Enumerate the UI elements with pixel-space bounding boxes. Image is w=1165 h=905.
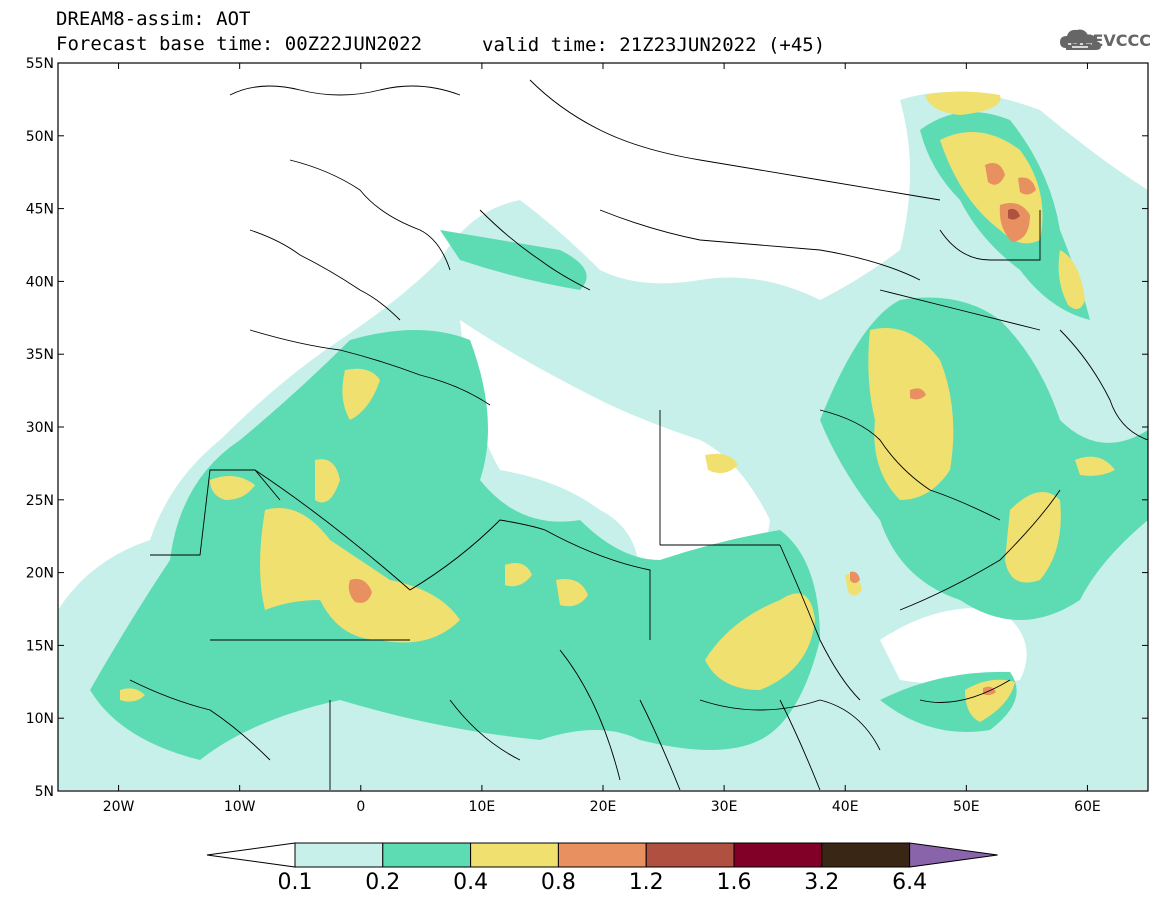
lat-label: 40N	[26, 274, 54, 290]
lon-label: 40E	[832, 799, 859, 815]
colorbar-swatch	[470, 842, 559, 868]
colorbar-swatch	[557, 842, 647, 868]
axis-ticks: 20W 10W 0 10E 20E 30E 40E 50E 60E 55N 50N 45N 40N 35N…	[26, 56, 1148, 815]
colorbar-swatch	[382, 842, 472, 868]
map-title: DREAM8-assim: AOT	[56, 8, 251, 30]
colorbar: 0.1 0.2 0.4 0.8 1.2 1.6 3.2 6.4	[206, 842, 998, 895]
lon-label: 0	[356, 799, 365, 815]
lat-label: 30N	[26, 420, 54, 436]
cloud-icon	[1060, 29, 1101, 50]
colorbar-label: 6.4	[892, 870, 927, 895]
lon-label: 20W	[103, 799, 135, 815]
logo-text: SEEVCCC	[1070, 31, 1151, 50]
country-borders	[129, 79, 1148, 791]
colorbar-swatch	[294, 842, 384, 868]
lon-label: 50E	[953, 799, 980, 815]
colorbar-label: 1.2	[629, 870, 664, 895]
colorbar-swatch	[645, 842, 735, 868]
colorbar-label: 0.1	[278, 870, 313, 895]
lon-label: 60E	[1074, 799, 1101, 815]
valid-time: valid time: 21Z23JUN2022 (+45)	[482, 34, 826, 56]
forecast-base-time: Forecast base time: 00Z22JUN2022	[56, 33, 423, 55]
colorbar-swatch	[821, 842, 911, 868]
lat-label: 20N	[26, 566, 54, 582]
lon-label: 10E	[469, 799, 496, 815]
lat-label: 5N	[35, 784, 54, 800]
colorbar-label: 0.2	[365, 870, 400, 895]
colorbar-high-triangle	[909, 842, 998, 868]
colorbar-label: 1.6	[717, 870, 752, 895]
lat-label: 25N	[26, 493, 54, 509]
aot-field	[58, 63, 1148, 791]
lon-label: 10W	[224, 799, 256, 815]
lat-label: 10N	[26, 711, 54, 727]
colorbar-label: 0.4	[453, 870, 488, 895]
lat-label: 50N	[26, 129, 54, 145]
lon-label: 30E	[711, 799, 738, 815]
lat-label: 45N	[26, 202, 54, 218]
lat-label: 35N	[26, 347, 54, 363]
lat-label: 15N	[26, 638, 54, 654]
colorbar-low-triangle	[206, 842, 296, 868]
colorbar-swatch	[733, 842, 823, 868]
lat-label: 55N	[26, 56, 54, 72]
lon-label: 20E	[590, 799, 617, 815]
colorbar-label: 3.2	[804, 870, 839, 895]
colorbar-label: 0.8	[541, 870, 576, 895]
